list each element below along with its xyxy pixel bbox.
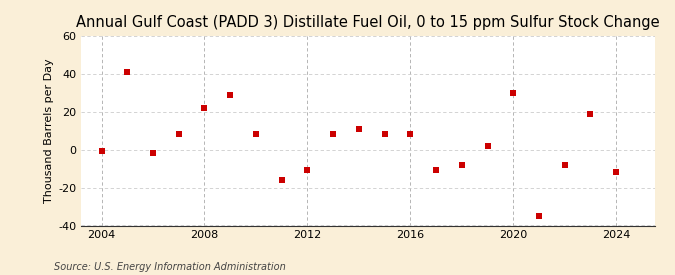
Point	[611, 170, 622, 175]
Point	[533, 214, 544, 218]
Y-axis label: Thousand Barrels per Day: Thousand Barrels per Day	[44, 58, 54, 203]
Point	[354, 126, 364, 131]
Point	[405, 132, 416, 137]
Point	[482, 144, 493, 148]
Point	[456, 163, 467, 167]
Point	[508, 90, 518, 95]
Point	[199, 106, 210, 110]
Point	[585, 111, 596, 116]
Point	[148, 151, 159, 156]
Point	[302, 168, 313, 173]
Point	[560, 163, 570, 167]
Title: Annual Gulf Coast (PADD 3) Distillate Fuel Oil, 0 to 15 ppm Sulfur Stock Change: Annual Gulf Coast (PADD 3) Distillate Fu…	[76, 15, 659, 31]
Point	[225, 92, 236, 97]
Point	[379, 132, 390, 137]
Point	[276, 178, 287, 182]
Point	[328, 132, 339, 137]
Point	[431, 168, 441, 173]
Point	[96, 149, 107, 154]
Point	[250, 132, 261, 137]
Point	[122, 70, 133, 74]
Point	[173, 132, 184, 137]
Text: Source: U.S. Energy Information Administration: Source: U.S. Energy Information Administ…	[54, 262, 286, 272]
